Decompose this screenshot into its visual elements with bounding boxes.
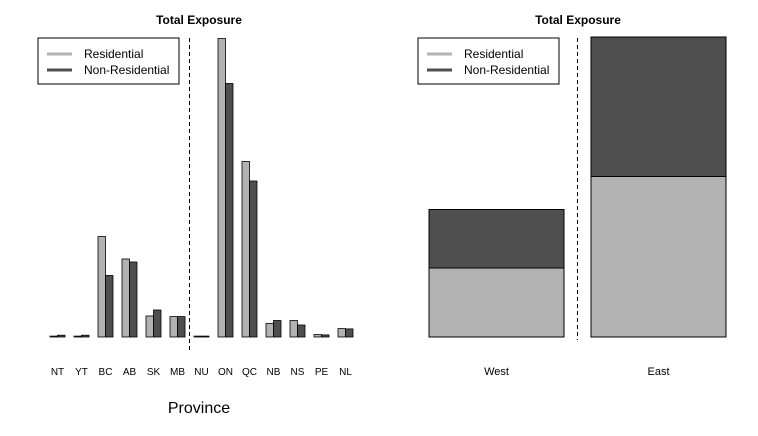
tick-label-qc: QC: [242, 367, 257, 378]
bar-qc-residential: [241, 161, 250, 338]
province-legend-label-residential: Residential: [84, 47, 143, 61]
tick-label-nu: NU: [194, 367, 208, 378]
tick-label-nb: NB: [267, 367, 281, 378]
bar-nt-residential: [49, 335, 58, 338]
region-legend-box: [417, 37, 560, 85]
bar-west-non-residential: [428, 209, 565, 269]
region-bars: [428, 36, 727, 338]
bar-bc-non-residential: [105, 275, 114, 338]
tick-label-yt: YT: [75, 367, 88, 378]
bar-nu-residential: [193, 335, 202, 338]
region-tick-labels: West East: [484, 366, 669, 378]
province-tick-labels: NT YT BC AB SK MB NU ON QC NB NS PE NL: [51, 367, 352, 378]
bar-nu-non-residential: [201, 335, 210, 338]
tick-label-ns: NS: [291, 367, 305, 378]
province-chart: Total Exposure NT YT BC AB SK MB NU ON QC NB NS PE N…: [37, 13, 354, 417]
bar-on-non-residential: [225, 83, 234, 338]
tick-label-nt: NT: [51, 367, 64, 378]
bar-mb-residential: [169, 316, 178, 338]
province-legend-box: [37, 37, 180, 85]
tick-label-ab: AB: [123, 367, 137, 378]
region-chart: Total Exposure West East Residential Non-…: [417, 13, 727, 378]
province-legend-label-non-residential: Non-Residential: [84, 63, 169, 77]
tick-label-bc: BC: [99, 367, 113, 378]
tick-label-sk: SK: [147, 367, 161, 378]
tick-label-on: ON: [218, 367, 233, 378]
bar-pe-non-residential: [321, 334, 330, 338]
region-legend-label-non-residential: Non-Residential: [464, 63, 549, 77]
province-legend: Residential Non-Residential: [37, 37, 180, 85]
bar-sk-residential: [145, 315, 154, 338]
province-chart-title: Total Exposure: [156, 13, 242, 27]
tick-label-pe: PE: [315, 367, 329, 378]
bar-mb-non-residential: [177, 316, 186, 338]
tick-label-nl: NL: [339, 367, 352, 378]
tick-label-mb: MB: [170, 367, 185, 378]
region-legend-label-residential: Residential: [464, 47, 523, 61]
bar-yt-non-residential: [81, 334, 90, 338]
bar-nl-residential: [337, 328, 346, 338]
bar-qc-non-residential: [249, 180, 258, 338]
bar-east-non-residential: [590, 36, 727, 177]
bar-nb-non-residential: [273, 320, 282, 338]
province-axis-label: Province: [168, 400, 230, 417]
bar-nt-non-residential: [57, 334, 66, 338]
bar-sk-non-residential: [153, 309, 162, 338]
bar-on-residential: [217, 38, 226, 338]
bar-ab-non-residential: [129, 261, 138, 338]
bar-yt-residential: [73, 335, 82, 338]
bar-nb-residential: [265, 323, 274, 338]
bar-ns-non-residential: [297, 324, 306, 338]
bar-ns-residential: [289, 320, 298, 338]
bar-bc-residential: [97, 236, 106, 338]
tick-label-west: West: [484, 366, 509, 378]
region-legend: Residential Non-Residential: [417, 37, 560, 85]
province-bars: [49, 38, 354, 338]
bar-pe-residential: [313, 334, 322, 338]
bar-east-residential: [590, 176, 727, 338]
bar-nl-non-residential: [345, 328, 354, 338]
bar-west-residential: [428, 267, 565, 338]
region-chart-title: Total Exposure: [535, 13, 621, 27]
bar-ab-residential: [121, 258, 130, 338]
tick-label-east: East: [647, 366, 669, 378]
